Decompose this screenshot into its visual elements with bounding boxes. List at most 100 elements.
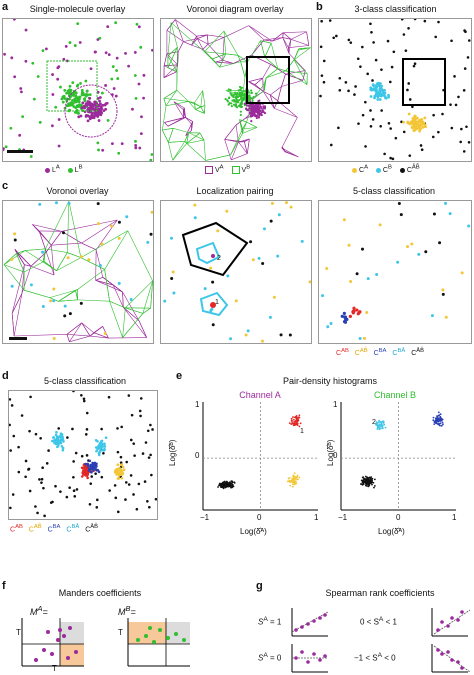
- blue-point: [437, 414, 440, 417]
- yellow-point: [193, 203, 197, 207]
- voronoi-edge-green: [163, 89, 177, 99]
- red-point: [294, 415, 297, 418]
- blue-point: [86, 465, 90, 468]
- cyan-point: [59, 441, 63, 444]
- black-point: [230, 480, 233, 483]
- black-point: [222, 483, 224, 486]
- green-point: [239, 91, 242, 95]
- e-ytick-b-0: 0: [333, 451, 338, 460]
- purple-point: [263, 112, 267, 115]
- yellow-point: [121, 465, 125, 469]
- purple-point: [13, 75, 17, 79]
- black-point: [223, 484, 226, 487]
- voronoi-edge-green: [242, 127, 258, 134]
- yellow-point: [295, 477, 297, 480]
- voronoi-edge-green: [200, 105, 205, 108]
- purple-point: [127, 64, 130, 68]
- black-point: [228, 481, 231, 484]
- voronoi-edge-green: [176, 89, 189, 102]
- black-point: [221, 483, 224, 486]
- purple-point: [446, 650, 450, 654]
- purple-point: [460, 666, 464, 670]
- voronoi-edge-purple: [197, 38, 204, 50]
- red-point: [296, 419, 299, 422]
- green-square-icon: [231, 166, 240, 175]
- black-point: [226, 483, 229, 486]
- voronoi-edge-purple: [51, 231, 62, 246]
- purple-point: [131, 107, 134, 111]
- yellow-point: [308, 280, 311, 284]
- black-point: [116, 450, 120, 454]
- red-point: [290, 419, 293, 422]
- green-point: [77, 99, 81, 102]
- voronoi-edge-green: [260, 40, 272, 44]
- black-point: [364, 484, 367, 487]
- voronoi-edge-green: [223, 30, 239, 56]
- yellow-point: [293, 481, 296, 484]
- black-point: [75, 488, 79, 491]
- black-point: [226, 484, 229, 486]
- panel-a-letter: a: [2, 1, 9, 13]
- purple-point: [56, 638, 60, 642]
- black-point: [367, 481, 370, 484]
- voronoi-edge-green: [186, 132, 189, 144]
- blue-point: [435, 420, 438, 423]
- black-point: [220, 483, 223, 486]
- purple-point: [140, 115, 143, 119]
- black-point: [441, 292, 445, 296]
- yellow-point: [292, 474, 295, 477]
- voronoi-edge-green: [150, 280, 153, 309]
- purple-point: [83, 106, 86, 110]
- black-point: [221, 484, 224, 487]
- black-point: [363, 477, 365, 480]
- black-point: [231, 483, 234, 486]
- black-point: [372, 41, 375, 44]
- purple-point: [120, 142, 124, 146]
- voronoi-edge-green: [42, 261, 57, 272]
- yellow-point: [290, 480, 293, 482]
- voronoi-edge-purple: [248, 77, 263, 82]
- black-point: [367, 477, 369, 480]
- cyan-point: [229, 337, 233, 341]
- voronoi-edge-purple: [183, 41, 192, 46]
- cyan-point: [380, 425, 383, 428]
- blue-point: [437, 419, 439, 422]
- cyan-point: [52, 436, 55, 439]
- red-point: [293, 423, 296, 426]
- black-point: [116, 510, 120, 514]
- yellow-point: [292, 477, 295, 480]
- green-point: [239, 97, 243, 100]
- voronoi-edge-purple: [248, 81, 264, 92]
- voronoi-edge-green: [277, 68, 286, 72]
- red-point: [296, 422, 299, 425]
- voronoi-edge-green: [142, 307, 151, 314]
- purple-point: [68, 626, 72, 630]
- purple-point: [460, 610, 464, 614]
- black-point: [224, 483, 227, 486]
- e-xtick-a-0: 0: [257, 513, 262, 522]
- black-point: [225, 484, 227, 487]
- cyan-point: [448, 212, 452, 216]
- cyan-point: [29, 283, 33, 287]
- black-point: [227, 482, 230, 485]
- black-point: [221, 485, 224, 487]
- black-point: [225, 483, 227, 486]
- voronoi-edge-purple: [281, 147, 299, 158]
- black-point: [367, 478, 369, 481]
- purple-point: [294, 656, 298, 660]
- voronoi-edge-purple: [207, 34, 225, 38]
- red-point: [295, 423, 297, 426]
- cyan-point: [380, 424, 382, 427]
- spearman-case-1: SA = 1: [258, 616, 282, 627]
- blue-point: [440, 419, 443, 422]
- black-point: [366, 482, 368, 485]
- black-point: [80, 393, 83, 397]
- black-point: [82, 399, 86, 403]
- purple-point: [139, 132, 143, 136]
- black-point: [232, 485, 235, 488]
- voronoi-edge-green: [212, 53, 226, 60]
- voronoi-edge-green: [3, 264, 25, 291]
- black-point: [72, 475, 75, 479]
- panel-c-letter: c: [2, 180, 9, 192]
- yellow-point: [272, 295, 276, 299]
